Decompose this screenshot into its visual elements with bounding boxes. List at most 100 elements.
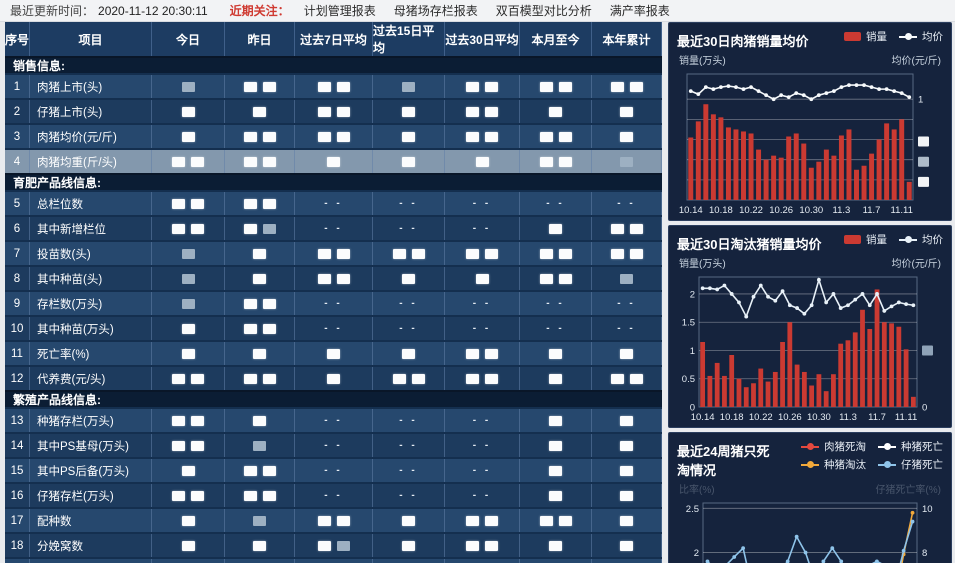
row-index: 17 (5, 509, 30, 532)
value-cell (373, 367, 445, 390)
value-cell (592, 217, 662, 240)
value-cell (225, 125, 295, 148)
redacted-value-block (466, 248, 479, 259)
value-cell (152, 150, 225, 173)
dot-icon (883, 461, 891, 468)
redacted-value-block (336, 273, 350, 284)
value-cell: - - (373, 192, 445, 215)
value-cell (295, 342, 373, 365)
table-row[interactable]: 5 总栏位数 - - - - - - - - - - (5, 190, 662, 215)
redacted-value-block (402, 156, 415, 167)
table-row[interactable]: 6 其中新增栏位 - - - - - - (5, 215, 662, 240)
row-index: 18 (5, 534, 30, 557)
table-row[interactable]: 1 肉猪上市(头) (5, 73, 662, 98)
legend-item-种猪淘汰[interactable]: 种猪淘汰 (801, 457, 866, 472)
no-data-dash: - - (617, 323, 636, 334)
legend-item-种猪死亡[interactable]: 种猪死亡 (878, 439, 943, 454)
value-cell: - - (445, 409, 520, 432)
table-row[interactable]: 15 其中PS后备(万头) - - - - - - (5, 457, 662, 482)
value-cell (520, 434, 592, 457)
card-cull-pig-sales-price: 最近30日淘汰猪销量均价 销量 均价 销量(万头) 均价(元/斤) 0 0.5 1 1.… (668, 225, 952, 428)
value-cell (592, 367, 662, 390)
value-cell: - - (520, 192, 592, 215)
table-row[interactable]: 10 其中种苗(万头) - - - - - - - - - - (5, 315, 662, 340)
value-cell (295, 242, 373, 265)
value-cell (295, 267, 373, 290)
value-cell (225, 150, 295, 173)
redacted-value-block (243, 298, 257, 309)
legend-item-仔猪死亡[interactable]: 仔猪死亡 (878, 457, 943, 472)
redacted-value-block (620, 515, 633, 526)
value-cell (445, 75, 520, 98)
legend-item-均价[interactable]: 均价 (899, 232, 943, 247)
redacted-value-block (549, 106, 562, 117)
legend-item-销量[interactable]: 销量 (844, 29, 887, 44)
death-cull-24w-chart: 2.521.510.5108642 (686, 502, 933, 563)
legend-item-肉猪死淘[interactable]: 肉猪死淘 (801, 439, 866, 454)
table-row[interactable]: 11 死亡率(%) (5, 340, 662, 365)
dot-icon (883, 443, 891, 450)
row-index: 19 (5, 559, 30, 563)
table-row[interactable]: 18 分娩窝数 (5, 532, 662, 557)
no-data-dash: - - (324, 223, 343, 234)
table-row[interactable]: 4 肉猪均重(斤/头) (5, 148, 662, 173)
menu-item-plan-report[interactable]: 计划管理报表 (303, 4, 376, 18)
value-cell (152, 434, 225, 457)
legend-item-销量[interactable]: 销量 (844, 232, 887, 247)
table-row[interactable]: 2 仔猪上市(头) (5, 98, 662, 123)
table-row[interactable]: 16 仔猪存栏(万头) - - - - - - (5, 482, 662, 507)
redacted-value-block (466, 106, 479, 117)
redacted-value-block (181, 248, 195, 259)
value-cell (152, 459, 225, 482)
table-row[interactable]: 7 投苗数(头) (5, 240, 662, 265)
redacted-value-block (191, 156, 204, 167)
menu-item-full-capacity-report[interactable]: 满产率报表 (609, 4, 670, 18)
menu-item-model-compare[interactable]: 双百模型对比分析 (495, 4, 592, 18)
dot-icon (806, 461, 814, 468)
redacted-value-block (253, 273, 266, 284)
row-label: 总栏位数 (30, 192, 152, 215)
value-cell (445, 534, 520, 557)
redacted-value-block (620, 156, 633, 167)
value-cell: - - (445, 192, 520, 215)
value-cell (225, 409, 295, 432)
value-cell (295, 367, 373, 390)
redacted-value-block (243, 131, 257, 142)
redacted-value-block (620, 540, 633, 551)
left-axis-title: 销量(万头) (679, 56, 726, 67)
value-cell (295, 509, 373, 532)
legend-item-均价[interactable]: 均价 (899, 29, 943, 44)
legend-label: 均价 (922, 234, 943, 246)
table-row[interactable]: 8 其中种苗(头) (5, 265, 662, 290)
svg-text:0: 0 (922, 403, 927, 414)
redacted-value-block (558, 131, 572, 142)
redacted-value-block (549, 540, 562, 551)
redacted-value-block (336, 540, 350, 551)
value-cell (225, 100, 295, 123)
card-death-cull-24w: 最近24周猪只死淘情况 肉猪死淘 种猪死亡 种猪淘汰 仔猪死亡 比率(%) 仔猪死亡率… (668, 432, 952, 563)
table-row[interactable]: 9 存栏数(万头) - - - - - - - - - - (5, 290, 662, 315)
value-cell: - - (295, 459, 373, 482)
row-label: 分娩窝数 (30, 534, 152, 557)
table-row[interactable]: 3 肉猪均价(元/斤) (5, 123, 662, 148)
redacted-value-block (610, 373, 624, 384)
redacted-value-block (172, 156, 185, 167)
table-row[interactable]: 19窝均活仔(头/窝) (5, 557, 662, 563)
svg-text:11.11: 11.11 (891, 205, 913, 216)
table-row[interactable]: 17 配种数 (5, 507, 662, 532)
menu-item-sow-farm-report[interactable]: 母猪场存栏报表 (393, 4, 478, 18)
table-row[interactable]: 14 其中PS基母(万头) - - - - - - (5, 432, 662, 457)
row-label: 仔猪上市(头) (30, 100, 152, 123)
value-cell (373, 150, 445, 173)
no-data-dash: - - (324, 490, 343, 501)
value-cell (520, 342, 592, 365)
table-row[interactable]: 12 代养费(元/头) (5, 365, 662, 390)
redacted-value-block (558, 156, 572, 167)
table-row[interactable]: 13 种猪存栏(万头) - - - - - - (5, 407, 662, 432)
no-data-dash: - - (324, 298, 343, 309)
redacted-value-block (549, 348, 562, 359)
redacted-value-block (172, 440, 185, 451)
svg-text:10.18: 10.18 (709, 205, 733, 216)
redacted-value-block (620, 131, 633, 142)
redacted-value-block (620, 273, 633, 284)
